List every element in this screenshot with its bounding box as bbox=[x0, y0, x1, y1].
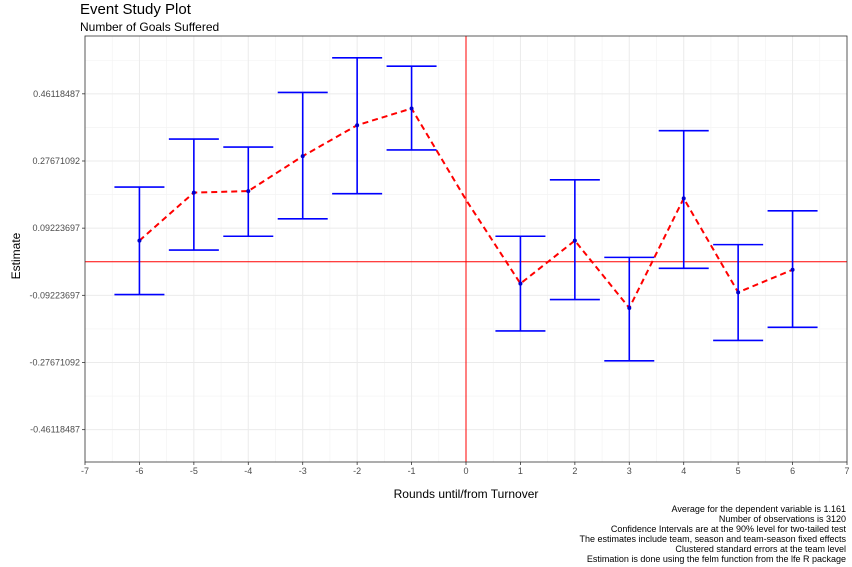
x-tick-label: -3 bbox=[299, 466, 307, 476]
estimate-point bbox=[191, 190, 196, 195]
x-tick-label: 0 bbox=[463, 466, 468, 476]
x-tick-label: 3 bbox=[627, 466, 632, 476]
x-axis-title: Rounds until/from Turnover bbox=[394, 487, 539, 500]
axis-layer: -7 -6 -5 -4 -3 -2 -1 0 1 2 3 4 5 6 7 -0.46118487 -0.2767… bbox=[29, 35, 850, 476]
caption-line: Number of observations is 3120 bbox=[718, 514, 846, 525]
plot-panel-border bbox=[84, 35, 848, 463]
x-tick-label: 1 bbox=[518, 466, 523, 476]
caption-line: Confidence Intervals are at the 90% leve… bbox=[610, 524, 846, 535]
reference-lines bbox=[85, 36, 847, 462]
estimate-point bbox=[355, 123, 360, 128]
caption-line: Clustered standard errors at the team le… bbox=[675, 544, 846, 555]
estimate-point bbox=[572, 238, 577, 243]
data-layer bbox=[114, 57, 818, 362]
chart-subtitle: Number of Goals Suffered bbox=[80, 20, 220, 34]
x-tick-label: 7 bbox=[844, 466, 849, 476]
x-tick-label: 2 bbox=[572, 466, 577, 476]
y-tick-label: 0.46118487 bbox=[33, 89, 80, 99]
caption-line: Average for the dependent variable is 1.… bbox=[671, 504, 846, 514]
y-axis-title: Estimate bbox=[9, 232, 23, 279]
x-tick-label: -2 bbox=[353, 466, 361, 476]
y-tick-label: -0.46118487 bbox=[30, 425, 80, 435]
estimate-point bbox=[518, 281, 523, 286]
y-tick-label: 0.09223697 bbox=[32, 223, 80, 233]
estimate-point bbox=[681, 196, 686, 201]
x-tick-label: -6 bbox=[135, 466, 143, 476]
x-tick-label: 6 bbox=[790, 466, 795, 476]
estimate-point bbox=[137, 238, 142, 243]
caption-line: The estimates include team, season and t… bbox=[579, 534, 846, 545]
y-tick-label: 0.27671092 bbox=[32, 156, 80, 166]
event-study-chart: -7 -6 -5 -4 -3 -2 -1 0 1 2 3 4 5 6 7 -0.46118487 -0.2767… bbox=[9, 35, 850, 500]
x-tick-label: -4 bbox=[244, 466, 252, 476]
estimate-point bbox=[246, 189, 251, 194]
x-tick-label: 4 bbox=[681, 466, 686, 476]
chart-title: Event Study Plot bbox=[80, 1, 191, 18]
caption-line: Estimation is done using the felm functi… bbox=[586, 554, 846, 565]
x-tick-label: -1 bbox=[408, 466, 416, 476]
estimate-point bbox=[736, 290, 741, 295]
chart-caption: Average for the dependent variable is 1.… bbox=[580, 504, 846, 565]
estimate-point bbox=[627, 305, 632, 310]
estimate-point bbox=[409, 106, 414, 111]
y-tick-label: -0.27671092 bbox=[29, 357, 80, 367]
x-tick-label: 5 bbox=[736, 466, 741, 476]
x-tick-label: -7 bbox=[81, 466, 89, 476]
estimate-point bbox=[790, 267, 795, 272]
x-tick-label: -5 bbox=[190, 466, 198, 476]
estimate-point bbox=[300, 154, 305, 159]
y-tick-label: -0.09223697 bbox=[29, 290, 80, 300]
